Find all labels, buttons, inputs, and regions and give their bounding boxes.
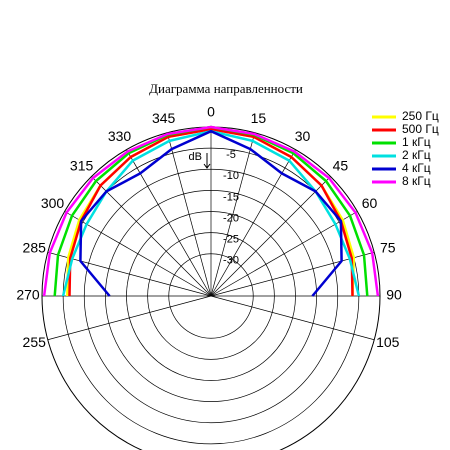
grid-spoke [64,211,212,297]
theta-tick-label: 45 [333,157,349,173]
theta-tick-label: 75 [380,239,396,255]
grid-spoke [166,132,212,297]
r-tick-label: -30 [223,255,239,267]
theta-tick-label: 90 [386,287,402,303]
r-tick-label: -10 [223,170,239,182]
theta-tick-label: 0 [207,104,215,120]
grid-spoke [210,211,358,297]
legend-label: 4 кГц [402,161,431,175]
legend-label: 8 кГц [402,174,431,188]
r-tick-label: -20 [223,212,239,224]
theta-tick-label: 15 [251,110,267,126]
theta-tick-label: 105 [376,334,400,350]
grid-spoke [47,251,212,297]
grid-spoke [210,295,375,341]
theta-tick-label: 30 [295,128,311,144]
theta-tick-label: 60 [362,195,378,211]
grid-spoke [210,251,375,297]
legend-label: 2 кГц [402,148,431,162]
theta-tick-label: 255 [23,334,47,350]
grid-spoke [210,132,256,297]
series-line [42,125,380,297]
chart-title: Диаграмма направленности [149,81,303,96]
theta-tick-label: 300 [41,195,65,211]
theta-tick-label: 315 [70,157,94,173]
theta-tick-label: 345 [152,110,176,126]
r-axis-arrow [203,153,211,169]
grid-spoke [126,149,212,297]
series-line [79,129,343,297]
grid-spoke [210,176,331,297]
theta-tick-label: 330 [108,128,132,144]
theta-tick-label: 285 [23,239,47,255]
grid-spoke [91,176,212,297]
series-line [66,127,356,297]
r-axis-label: dB [189,151,202,163]
legend-label: 250 Гц [402,109,439,123]
r-tick-label: -5 [226,149,236,161]
grid-spoke [47,295,212,341]
r-tick-label: -25 [223,234,239,246]
r-tick-label: -15 [223,191,239,203]
legend-label: 500 Гц [402,122,439,136]
legend-label: 1 кГц [402,135,431,149]
theta-tick-label: 270 [16,287,40,303]
